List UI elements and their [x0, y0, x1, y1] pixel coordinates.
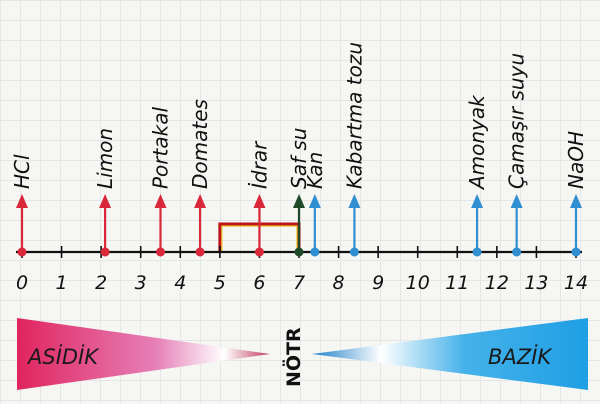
substance-label: Çamaşır suyu: [505, 53, 529, 189]
marker-dot: [195, 247, 205, 257]
substance-label: İdrar: [247, 140, 271, 189]
marker-dot: [512, 247, 522, 257]
tick-label: 0: [16, 272, 28, 294]
base-label: BAZİK: [488, 344, 553, 369]
marker-arrow-head: [308, 194, 321, 208]
tick-label: 6: [253, 272, 265, 294]
marker-dot: [254, 247, 264, 257]
tick-label: 7: [293, 272, 305, 294]
substance-label: NaOH: [564, 131, 588, 189]
marker-arrow-head: [253, 194, 266, 208]
tick-label: 8: [333, 272, 345, 294]
tick-label: 13: [524, 272, 548, 294]
substance-label: Domates: [188, 99, 212, 189]
marker-arrow-head: [154, 194, 167, 208]
marker-arrow-head: [99, 194, 112, 208]
substance-label: Amonyak: [465, 94, 489, 191]
marker-arrow-head: [194, 194, 207, 208]
marker-arrow-head: [510, 194, 523, 208]
substance-label: Kabartma tozu: [342, 42, 366, 189]
marker-dot: [100, 247, 110, 257]
tick-label: 4: [174, 272, 186, 294]
base-band: [312, 318, 588, 390]
substance-label: Limon: [93, 128, 117, 189]
marker-dot: [156, 247, 165, 257]
marker-arrow-head: [293, 194, 305, 208]
substance-label: Portakal: [149, 107, 173, 189]
tick-label: 5: [214, 272, 226, 294]
marker-arrow-head: [570, 194, 582, 208]
substance-label: Saf su: [287, 128, 311, 189]
tick-label: 2: [95, 272, 107, 294]
marker-dot: [571, 247, 581, 257]
marker-dot: [310, 247, 320, 257]
marker-arrow-head: [471, 194, 484, 208]
tick-label: 14: [564, 272, 588, 294]
tick-label: 1: [56, 272, 68, 294]
marker-arrow-head: [348, 194, 361, 208]
acid-band: [17, 318, 270, 390]
neutral-label: NÖTR: [281, 327, 305, 387]
tick-label: 3: [135, 272, 147, 294]
substance-label: Kan: [303, 152, 327, 189]
marker-dot: [17, 247, 27, 257]
marker-dot: [472, 247, 482, 257]
acid-label: ASİDİK: [26, 344, 100, 369]
tick-label: 10: [406, 272, 430, 294]
tick-label: 12: [485, 272, 509, 294]
marker-dot: [294, 247, 304, 257]
tick-label: 9: [372, 272, 384, 294]
tick-label: 11: [445, 272, 469, 294]
substance-label: HCl: [10, 154, 34, 189]
marker-dot: [349, 247, 359, 257]
marker-arrow-head: [16, 194, 28, 208]
